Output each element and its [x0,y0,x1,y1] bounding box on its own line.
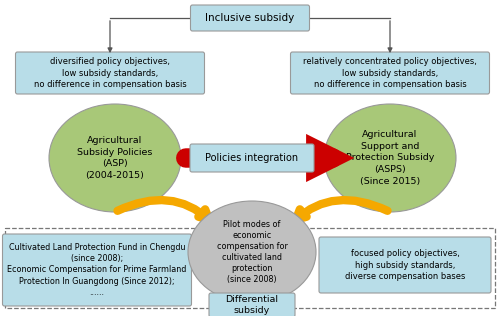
FancyBboxPatch shape [16,52,204,94]
Text: Differential
subsidy: Differential subsidy [226,295,278,315]
Text: Agricultural
Subsidy Policies
(ASP)
(2004-2015): Agricultural Subsidy Policies (ASP) (200… [78,136,152,180]
FancyBboxPatch shape [290,52,490,94]
FancyBboxPatch shape [190,5,310,31]
Text: Agricultural
Support and
Protection Subsidy
(ASPS)
(Since 2015): Agricultural Support and Protection Subs… [346,130,434,186]
Text: relatively concentrated policy objectives,
low subsidy standards,
no difference : relatively concentrated policy objective… [303,58,477,88]
Text: Pilot modes of
economic
compensation for
cultivated land
protection
(since 2008): Pilot modes of economic compensation for… [216,220,288,284]
FancyBboxPatch shape [209,293,295,316]
FancyBboxPatch shape [2,234,192,306]
FancyBboxPatch shape [190,144,314,172]
Ellipse shape [49,104,181,212]
Text: Cultivated Land Protection Fund in Chengdu
(since 2008);
Economic Compensation f: Cultivated Land Protection Fund in Cheng… [8,243,186,297]
Text: Inclusive subsidy: Inclusive subsidy [206,13,294,23]
FancyArrowPatch shape [118,200,209,220]
Ellipse shape [324,104,456,212]
Text: focused policy objectives,
high subsidy standards,
diverse compensation bases: focused policy objectives, high subsidy … [345,249,465,281]
Ellipse shape [188,201,316,303]
FancyArrowPatch shape [296,200,388,220]
Bar [5,228,495,308]
Text: Policies integration: Policies integration [206,153,298,163]
FancyBboxPatch shape [319,237,491,293]
Text: diversified policy objectives,
low subsidy standards,
no difference in compensat: diversified policy objectives, low subsi… [34,58,186,88]
